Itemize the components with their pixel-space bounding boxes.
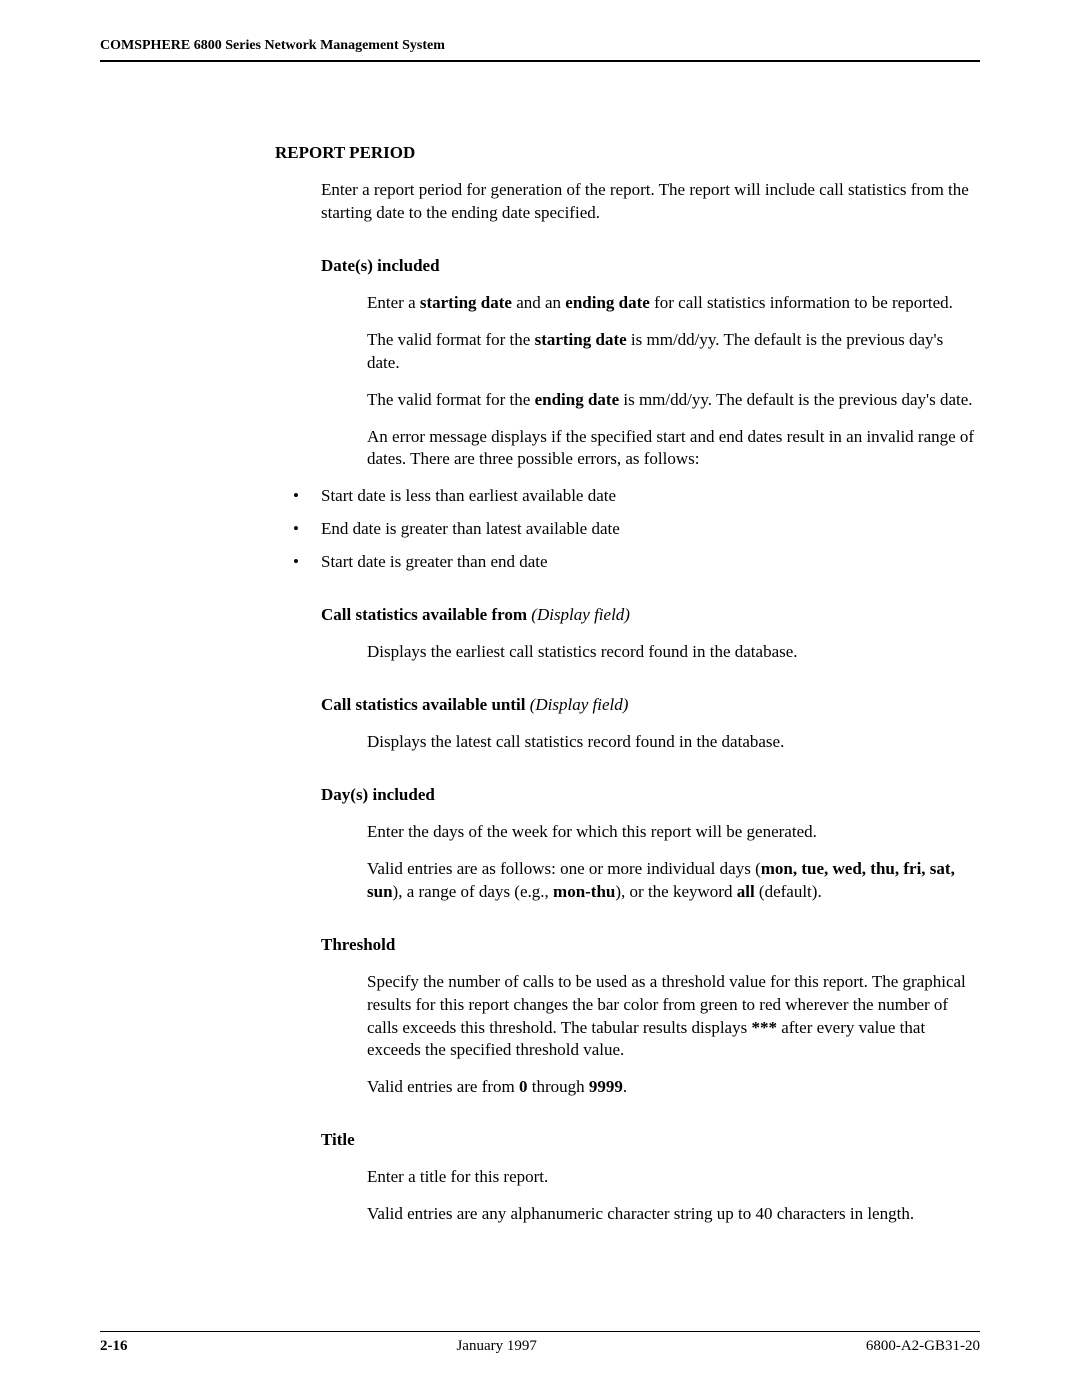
heading-text: Call statistics available from <box>321 605 527 624</box>
days-included-p1: Enter the days of the week for which thi… <box>367 821 980 844</box>
avail-until-heading: Call statistics available until (Display… <box>321 694 980 717</box>
starting-date-bold: starting date <box>420 293 512 312</box>
section-title: REPORT PERIOD <box>275 142 980 165</box>
avail-from-body: Displays the earliest call statistics re… <box>367 641 980 664</box>
display-field-label: (Display field) <box>527 605 630 624</box>
starting-date-bold: starting date <box>535 330 627 349</box>
threshold-p2: Valid entries are from 0 through 9999. <box>367 1076 980 1099</box>
list-item: End date is greater than latest availabl… <box>275 518 980 541</box>
dates-included-p3: The valid format for the ending date is … <box>367 389 980 412</box>
text: and an <box>512 293 565 312</box>
text: Enter a <box>367 293 420 312</box>
text: . <box>623 1077 627 1096</box>
section-intro: Enter a report period for generation of … <box>321 179 980 225</box>
avail-until-body: Displays the latest call statistics reco… <box>367 731 980 754</box>
text: through <box>528 1077 589 1096</box>
footer-date: January 1997 <box>456 1338 536 1355</box>
all-keyword-bold: all <box>737 882 755 901</box>
title-heading: Title <box>321 1129 980 1152</box>
page-footer: 2-16 January 1997 6800-A2-GB31-20 <box>100 1331 980 1355</box>
asterisks-bold: *** <box>751 1018 777 1037</box>
title-p2: Valid entries are any alphanumeric chara… <box>367 1203 980 1226</box>
days-range-bold: mon-thu <box>553 882 615 901</box>
footer-page-number: 2-16 <box>100 1338 128 1355</box>
display-field-label: (Display field) <box>525 695 628 714</box>
days-included-p2: Valid entries are as follows: one or mor… <box>367 858 980 904</box>
title-p1: Enter a title for this report. <box>367 1166 980 1189</box>
dates-included-heading: Date(s) included <box>321 255 980 278</box>
dates-included-p2: The valid format for the starting date i… <box>367 329 980 375</box>
text: Valid entries are from <box>367 1077 519 1096</box>
text: (default). <box>755 882 822 901</box>
page: COMSPHERE 6800 Series Network Management… <box>0 0 1080 1397</box>
text: The valid format for the <box>367 330 535 349</box>
days-included-heading: Day(s) included <box>321 784 980 807</box>
range-min-bold: 0 <box>519 1077 528 1096</box>
heading-text: Call statistics available until <box>321 695 525 714</box>
list-item: Start date is less than earliest availab… <box>275 485 980 508</box>
text: ), or the keyword <box>615 882 736 901</box>
error-bullet-list: Start date is less than earliest availab… <box>275 485 980 574</box>
footer-doc-number: 6800-A2-GB31-20 <box>866 1338 980 1355</box>
avail-from-heading: Call statistics available from (Display … <box>321 604 980 627</box>
text: Valid entries are as follows: one or mor… <box>367 859 761 878</box>
range-max-bold: 9999 <box>589 1077 623 1096</box>
dates-included-p1: Enter a starting date and an ending date… <box>367 292 980 315</box>
content-area: REPORT PERIOD Enter a report period for … <box>275 142 980 1226</box>
dates-included-p4: An error message displays if the specifi… <box>367 426 980 472</box>
ending-date-bold: ending date <box>535 390 620 409</box>
text: is mm/dd/yy. The default is the previous… <box>619 390 972 409</box>
threshold-heading: Threshold <box>321 934 980 957</box>
threshold-p1: Specify the number of calls to be used a… <box>367 971 980 1063</box>
running-header: COMSPHERE 6800 Series Network Management… <box>100 38 980 62</box>
text: ), a range of days (e.g., <box>393 882 554 901</box>
list-item: Start date is greater than end date <box>275 551 980 574</box>
text: The valid format for the <box>367 390 535 409</box>
ending-date-bold: ending date <box>565 293 650 312</box>
text: for call statistics information to be re… <box>650 293 953 312</box>
